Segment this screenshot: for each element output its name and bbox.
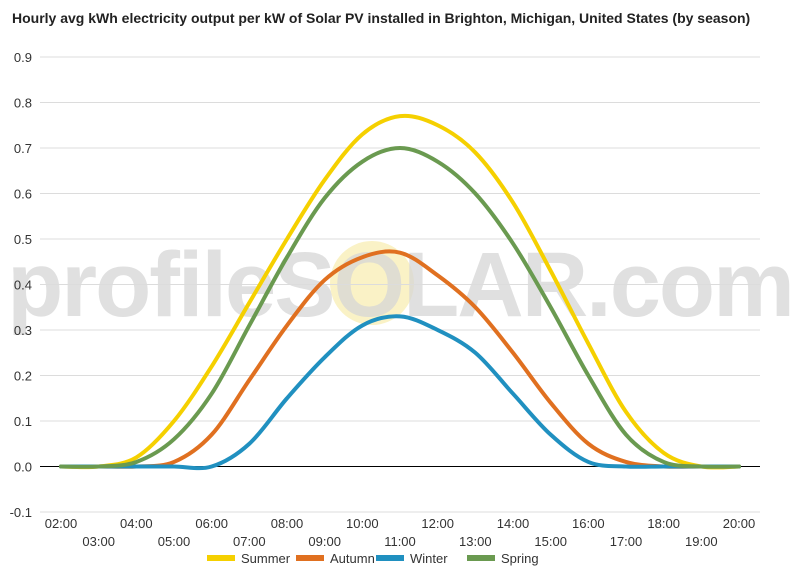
y-axis-ticks: -0.1 0.0 0.1 0.2 0.3 0.4 0.5 0.6 0.7 0.8 0.9 [10,50,32,520]
x-tick-label: 04:00 [120,516,153,531]
x-tick-label: 13:00 [459,534,492,549]
series-line-winter [59,314,741,471]
y-tick-label: 0.5 [14,232,32,247]
x-tick-label: 19:00 [685,534,718,549]
x-tick-label: 08:00 [271,516,304,531]
x-tick-label: 12:00 [421,516,454,531]
y-tick-label: 0.2 [14,369,32,384]
x-tick-label: 09:00 [308,534,341,549]
series-line-summer [59,113,741,470]
x-tick-label: 11:00 [384,534,416,549]
y-tick-label: 0.0 [14,460,32,475]
grid-layer [40,56,760,513]
legend-label-spring: Spring [501,551,539,566]
legend-swatch-summer [207,555,235,561]
y-tick-label: 0.9 [14,50,32,65]
x-tick-label: 02:00 [45,516,78,531]
y-tick-label: -0.1 [10,505,32,520]
x-tick-label: 07:00 [233,534,266,549]
y-tick-label: 0.1 [14,414,32,429]
chart-title: Hourly avg kWh electricity output per kW… [12,10,751,26]
x-tick-label: 06:00 [195,516,228,531]
x-tick-label: 16:00 [572,516,605,531]
x-tick-label: 15:00 [534,534,567,549]
y-tick-label: 0.3 [14,323,32,338]
legend-label-winter: Winter [410,551,448,566]
legend: Summer Autumn Winter Spring [207,551,539,566]
legend-label-summer: Summer [241,551,291,566]
y-tick-label: 0.4 [14,278,32,293]
x-axis-ticks: 02:00 03:00 04:00 05:00 06:00 07:00 08:00 09:00… [45,516,756,549]
x-tick-label: 03:00 [82,534,115,549]
y-tick-label: 0.6 [14,187,32,202]
y-tick-label: 0.8 [14,96,32,111]
legend-swatch-winter [376,555,404,561]
legend-label-autumn: Autumn [330,551,375,566]
x-tick-label: 10:00 [346,516,379,531]
x-tick-label: 05:00 [158,534,191,549]
legend-swatch-autumn [296,555,324,561]
y-tick-label: 0.7 [14,141,32,156]
legend-swatch-spring [467,555,495,561]
series-line-autumn [59,249,741,469]
x-tick-label: 20:00 [723,516,756,531]
series-line-spring [59,146,741,469]
x-tick-label: 18:00 [647,516,680,531]
x-tick-label: 14:00 [497,516,530,531]
series-layer [59,113,741,471]
x-tick-label: 17:00 [610,534,643,549]
